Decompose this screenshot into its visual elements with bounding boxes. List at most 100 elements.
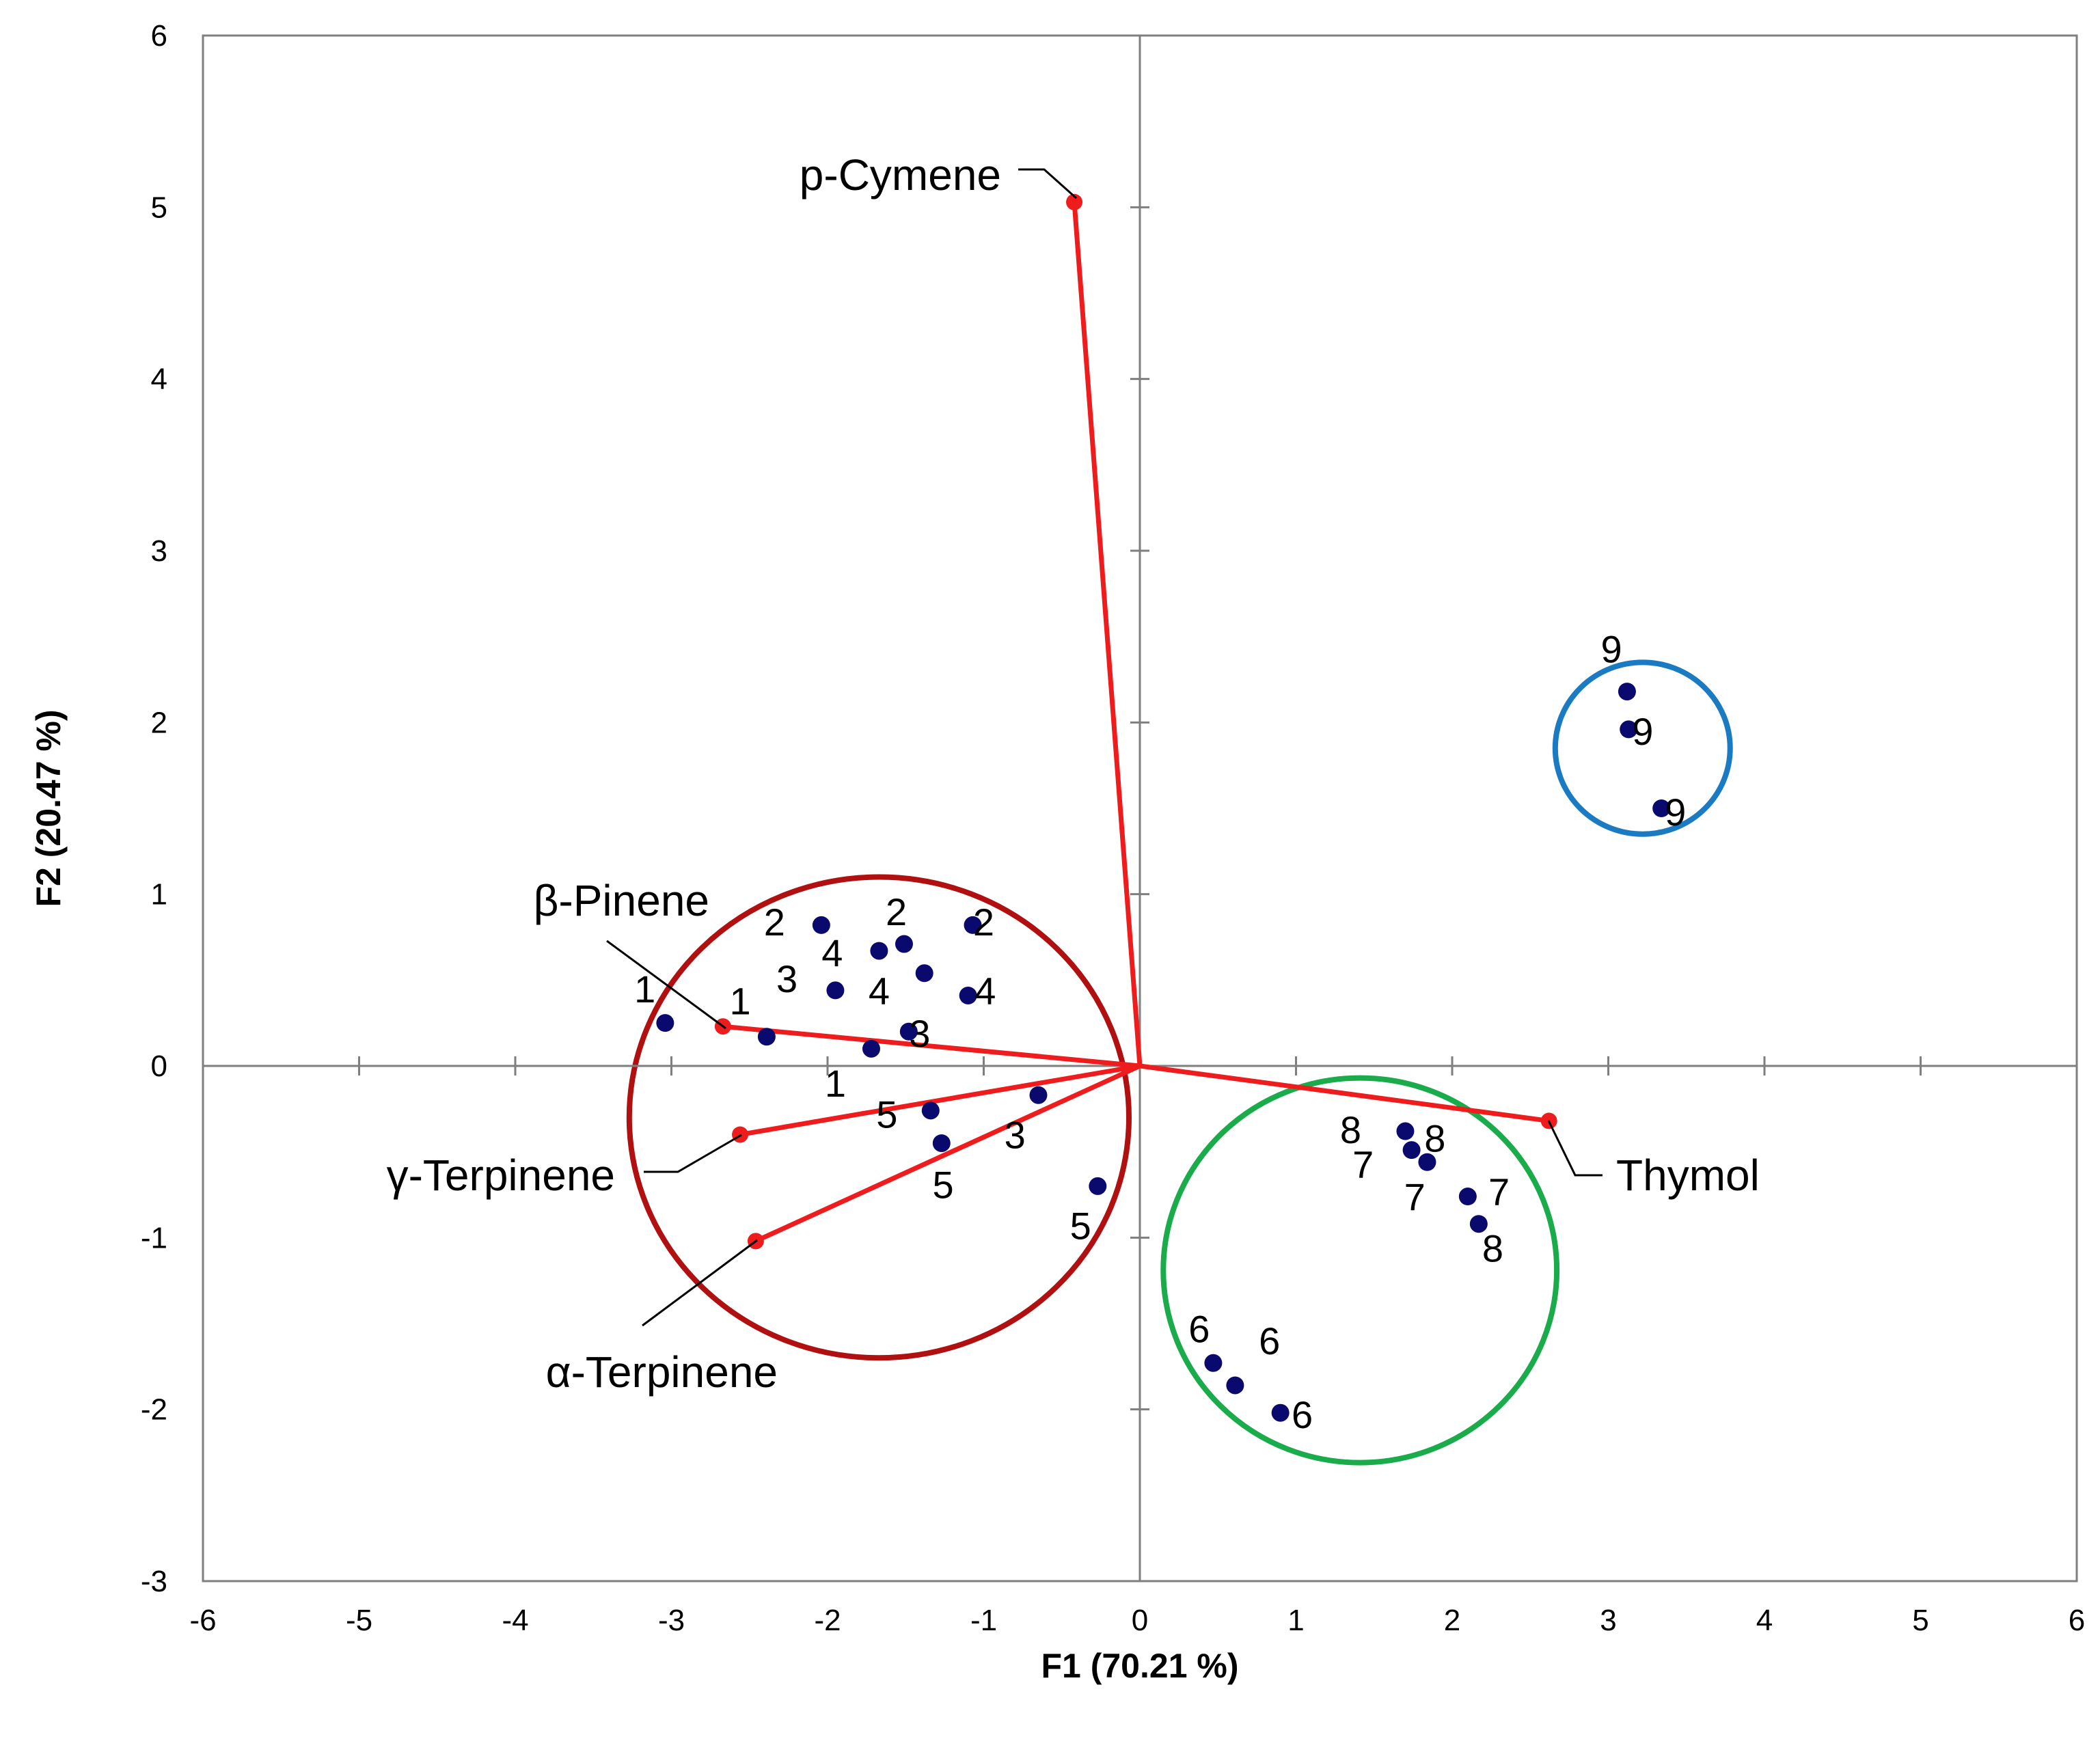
y-tick-label: 4: [151, 363, 167, 396]
x-tick-label: 4: [1756, 1604, 1773, 1637]
observation-label: 5: [933, 1163, 954, 1206]
observation-label: 2: [764, 901, 785, 944]
x-tick-label: -2: [814, 1604, 841, 1637]
observation-label: 4: [869, 969, 890, 1012]
observation-point: [899, 1022, 918, 1041]
observation-point: [1402, 1141, 1421, 1160]
observation-label: 8: [1482, 1226, 1503, 1270]
observation-label: 1: [825, 1062, 846, 1105]
observation-label: 9: [1665, 791, 1686, 834]
vector-line: [739, 1063, 1141, 1137]
observation-label: 6: [1292, 1393, 1313, 1436]
observation-label: 7: [1488, 1170, 1510, 1213]
leader-line: [642, 1239, 758, 1327]
leader-line: [1018, 168, 1077, 200]
observation-point: [1620, 720, 1638, 739]
observation-points: [656, 683, 1671, 1422]
variable-labels: p-Cymene β-Pinene γ-Terpinene α-Terpinene Th…: [387, 150, 1760, 1397]
leader-line: [1547, 1120, 1603, 1177]
observation-label: 7: [1352, 1142, 1374, 1185]
x-tick-label: 3: [1600, 1604, 1616, 1637]
observation-point: [915, 964, 933, 983]
observation-label: 4: [821, 931, 843, 974]
y-tick-label: 1: [151, 878, 167, 911]
observation-point: [964, 916, 982, 934]
y-tick-label: 0: [151, 1050, 167, 1083]
observation-point: [1271, 1403, 1290, 1422]
variable-label: β-Pinene: [534, 876, 709, 925]
vector-line: [754, 1063, 1141, 1244]
vector-line: [1139, 1063, 1550, 1123]
x-tick-label: 5: [1912, 1604, 1928, 1637]
y-tick-label: 2: [151, 706, 167, 739]
y-tick-label: 3: [151, 534, 167, 568]
observation-point: [895, 935, 913, 953]
x-tick-label: 2: [1444, 1604, 1460, 1637]
cluster-circle-cluster-left: [626, 874, 1132, 1361]
vector-line: [722, 1024, 1141, 1069]
observation-point: [959, 986, 977, 1004]
vector-endpoint: [1066, 193, 1083, 210]
observation-label: 6: [1259, 1319, 1280, 1362]
observation-point: [757, 1028, 776, 1046]
variable-label: α-Terpinene: [546, 1347, 778, 1397]
observation-label: 4: [974, 969, 996, 1012]
observation-label: 3: [776, 957, 797, 1000]
observation-point: [1089, 1177, 1107, 1195]
observation-label: 7: [1404, 1175, 1426, 1218]
variable-label: γ-Terpinene: [387, 1151, 615, 1200]
x-tick-label: 6: [2069, 1604, 2085, 1637]
y-axis-title: F2 (20.47 %): [29, 709, 68, 907]
cluster-circles: [626, 659, 1733, 1466]
x-tick-label: -4: [502, 1604, 528, 1637]
y-tick-label: -3: [141, 1565, 167, 1598]
cluster-circle-cluster-top-right: [1552, 659, 1733, 837]
observation-point: [932, 1134, 951, 1153]
y-tick-label: 6: [151, 19, 167, 53]
observation-label: 2: [886, 890, 907, 933]
y-tick-label: 5: [151, 191, 167, 224]
observation-point: [1458, 1188, 1477, 1206]
observation-label: 5: [1070, 1205, 1091, 1248]
observation-label: 3: [909, 1012, 930, 1055]
observation-point: [1226, 1376, 1244, 1395]
observation-point: [1618, 683, 1636, 701]
observation-label: 8: [1340, 1108, 1361, 1151]
observation-point: [812, 916, 830, 934]
x-tick-label: -6: [189, 1604, 216, 1637]
observation-label: 9: [1632, 710, 1653, 753]
observation-label: 3: [1005, 1114, 1026, 1157]
observation-label: 5: [876, 1093, 897, 1136]
x-tick-label: -3: [658, 1604, 685, 1637]
observation-label: 6: [1188, 1308, 1210, 1351]
x-tick-label: 0: [1132, 1604, 1148, 1637]
observation-point: [1418, 1153, 1436, 1171]
observation-point: [1204, 1354, 1223, 1372]
leader-line: [606, 940, 726, 1030]
observation-label: 8: [1424, 1117, 1445, 1160]
observation-label: 9: [1600, 627, 1622, 670]
variable-label: Thymol: [1616, 1151, 1760, 1200]
observation-point: [870, 942, 888, 960]
y-tick-label: -1: [141, 1221, 167, 1255]
cluster-circle-cluster-bottom-right: [1160, 1075, 1560, 1466]
observation-label: 2: [973, 901, 994, 944]
variable-label: p-Cymene: [800, 150, 1001, 200]
y-tick-label: -2: [141, 1393, 167, 1427]
observation-point: [826, 981, 845, 1000]
observation-point: [1029, 1086, 1048, 1104]
observation-label: 1: [729, 979, 750, 1022]
leader-line: [644, 1134, 742, 1173]
vector-line: [1072, 202, 1143, 1067]
observation-point: [1396, 1122, 1415, 1140]
x-tick-label: 1: [1287, 1604, 1304, 1637]
observation-point: [862, 1039, 880, 1058]
x-tick-label: -5: [346, 1604, 372, 1637]
observation-point: [656, 1014, 674, 1032]
observation-point: [1652, 799, 1671, 817]
observation-point: [1469, 1215, 1488, 1233]
